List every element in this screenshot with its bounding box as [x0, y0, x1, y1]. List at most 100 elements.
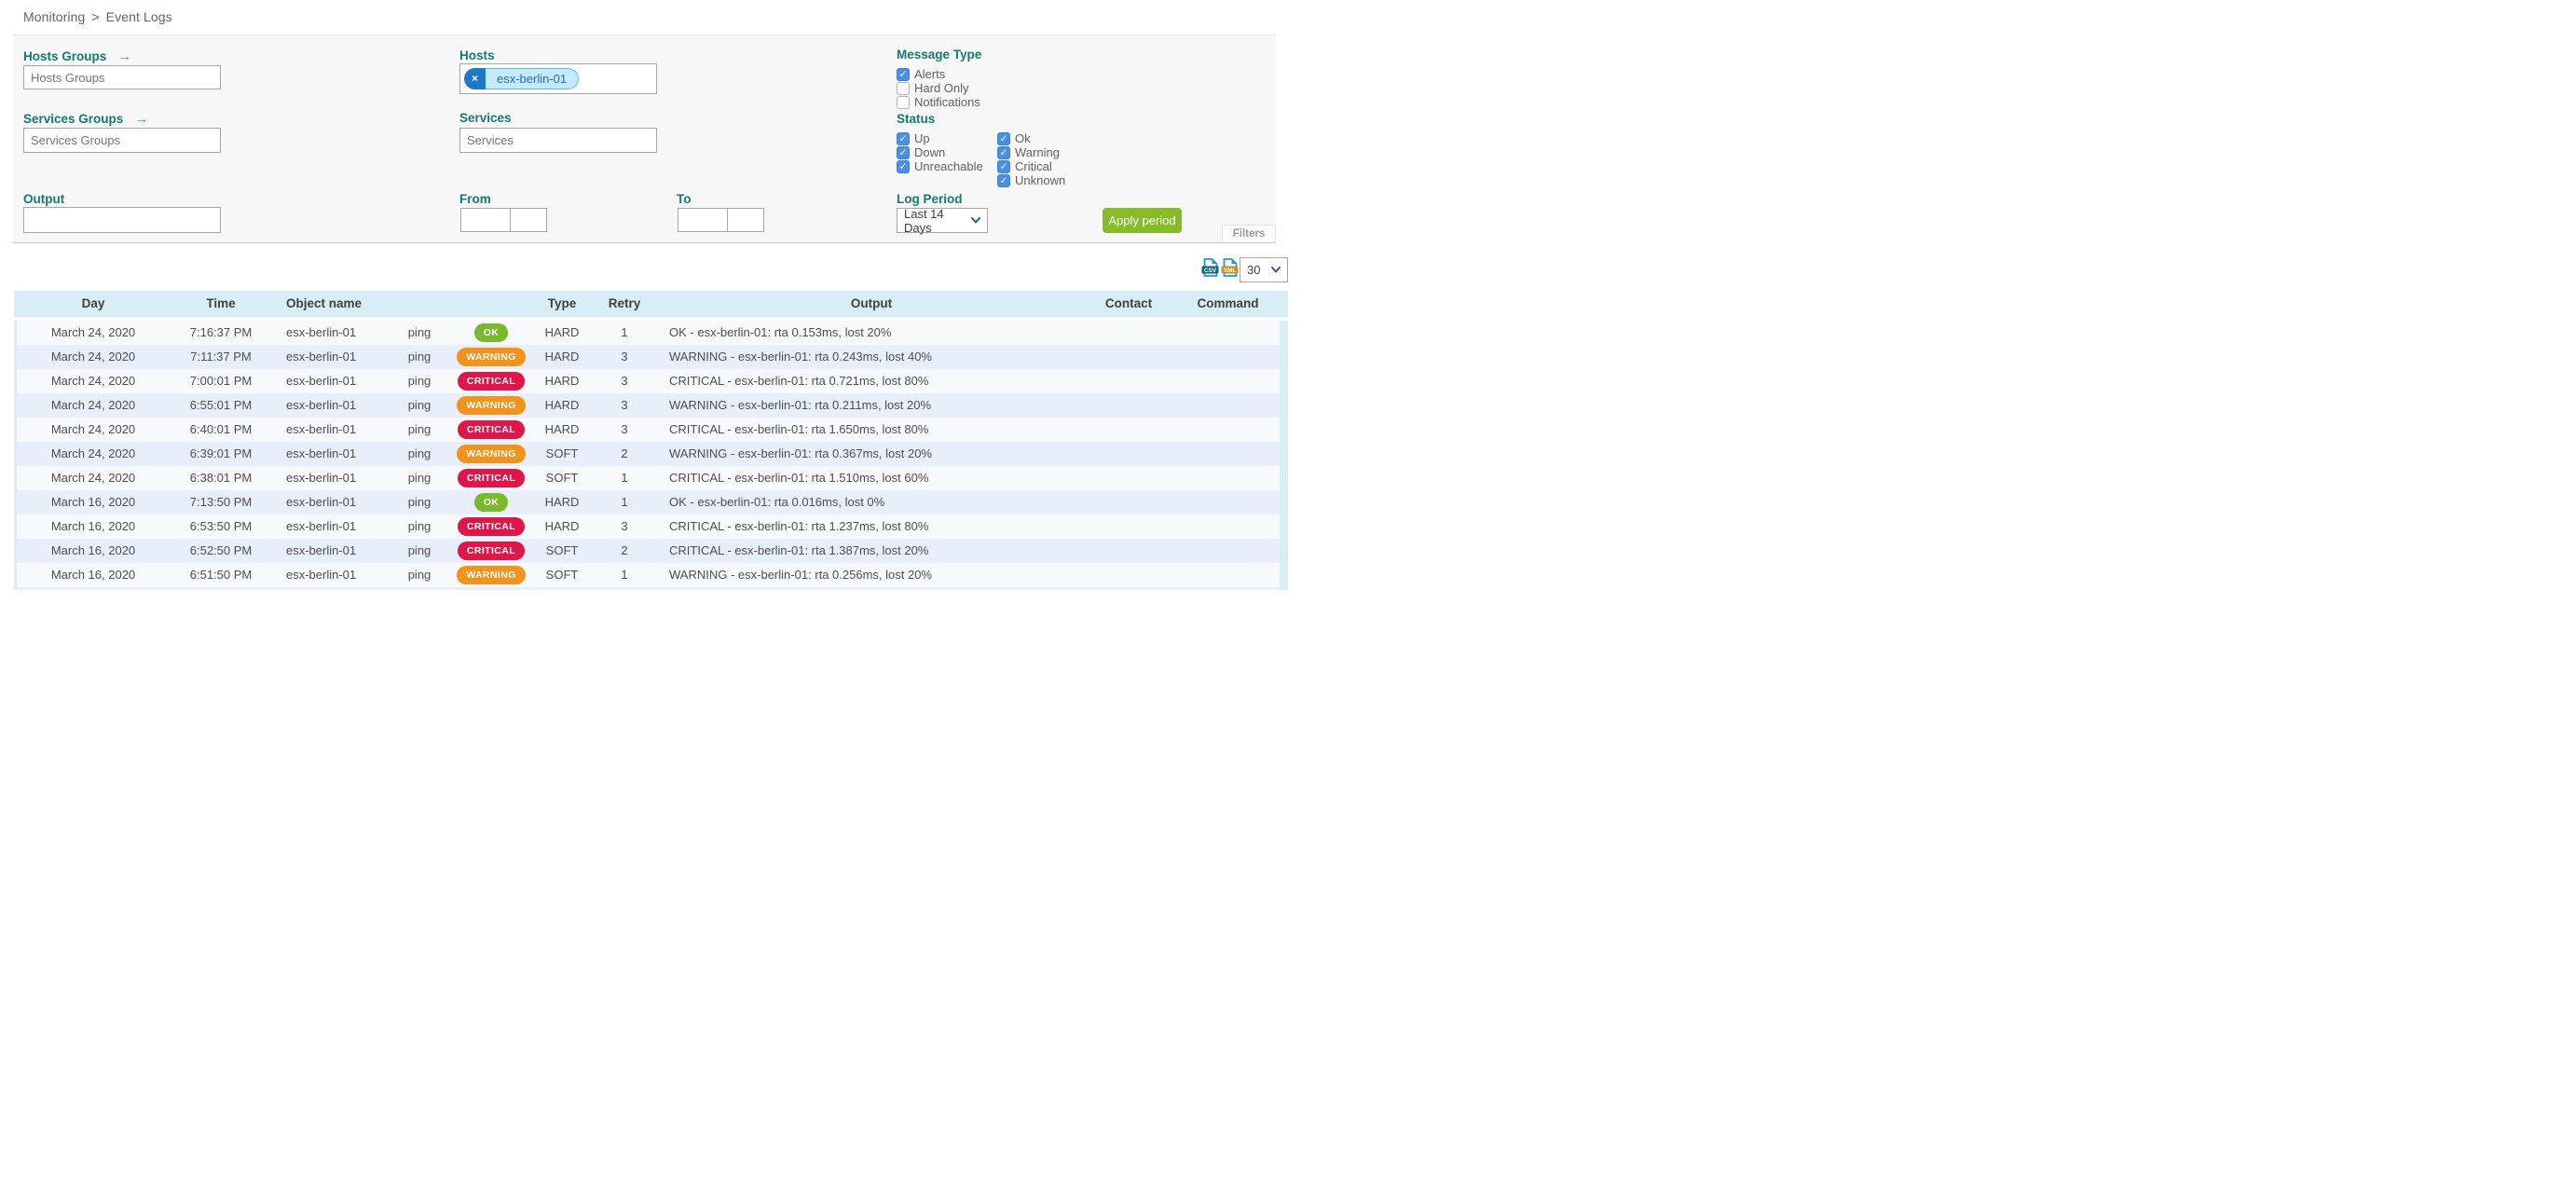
cell-contact — [1081, 418, 1176, 442]
cell-output: CRITICAL - esx-berlin-01: rta 1.650ms, l… — [669, 422, 929, 436]
breadcrumb-separator: > — [91, 9, 100, 24]
cell-contact — [1081, 345, 1176, 369]
breadcrumb-monitoring[interactable]: Monitoring — [23, 9, 86, 24]
cell-time: 6:40:01 PM — [189, 422, 253, 436]
cell-retry: 3 — [621, 519, 628, 533]
cell-time: 7:16:37 PM — [189, 325, 253, 339]
message-type-label: Message Type — [897, 48, 982, 62]
cell-state-type: HARD — [544, 398, 580, 412]
cell-command — [1176, 466, 1280, 490]
checkbox-hard-only[interactable] — [897, 81, 910, 95]
cell-day: March 16, 2020 — [50, 568, 136, 582]
table-row: March 24, 2020 7:00:01 PM esx-berlin-01 pin… — [17, 369, 1280, 393]
cell-service: ping — [407, 398, 432, 412]
cell-output: CRITICAL - esx-berlin-01: rta 0.721ms, l… — [669, 374, 929, 388]
cell-object: esx-berlin-01 — [286, 495, 357, 509]
cell-retry: 1 — [621, 568, 628, 582]
checkbox-label: Unreachable — [914, 159, 983, 173]
cell-command — [1176, 369, 1280, 393]
checkbox-up[interactable]: ✓ — [897, 131, 910, 145]
cell-status: WARNING — [445, 563, 537, 587]
services-label: Services — [459, 111, 512, 125]
cell-service: ping — [407, 471, 432, 485]
table-row: March 24, 2020 7:16:37 PM esx-berlin-01 pin… — [17, 321, 1280, 345]
checkbox-ok[interactable]: ✓ — [997, 131, 1010, 145]
status-badge: CRITICAL — [457, 517, 526, 536]
checkbox-critical[interactable]: ✓ — [997, 159, 1010, 173]
hosts-groups-input[interactable] — [23, 65, 221, 89]
cell-object: esx-berlin-01 — [286, 398, 357, 412]
checkbox-row-hard-only: Hard Only — [897, 81, 980, 95]
from-date-input[interactable] — [460, 208, 511, 232]
checkbox-label: Down — [914, 145, 946, 159]
checkbox-row-unknown: ✓ Unknown — [997, 173, 1065, 187]
checkbox-unreachable[interactable]: ✓ — [897, 159, 910, 173]
checkbox-label: Ok — [1015, 131, 1031, 145]
table-row: March 16, 2020 6:51:50 PM esx-berlin-01 pin… — [17, 563, 1280, 587]
cell-output: WARNING - esx-berlin-01: rta 0.367ms, lo… — [669, 446, 932, 460]
cell-state-type: SOFT — [545, 568, 579, 582]
cell-service: ping — [407, 422, 432, 436]
column-header-blank-3 — [393, 291, 445, 317]
cell-status: CRITICAL — [445, 418, 537, 442]
table-row: March 24, 2020 6:39:01 PM esx-berlin-01 pin… — [17, 442, 1280, 466]
checkbox-row-unreachable: ✓ Unreachable — [897, 159, 983, 173]
cell-service: ping — [407, 325, 432, 339]
table-row: March 16, 2020 7:13:50 PM esx-berlin-01 pin… — [17, 490, 1280, 515]
cell-time: 6:53:50 PM — [189, 519, 253, 533]
cell-service: ping — [407, 519, 432, 533]
column-header-blank-4 — [445, 291, 537, 317]
column-header-time: Time — [206, 296, 236, 310]
status-badge: CRITICAL — [457, 372, 526, 391]
page-size-select[interactable]: 30 — [1240, 257, 1288, 282]
services-groups-goto-arrow-icon[interactable]: → — [134, 111, 149, 127]
chip-label: esx-berlin-01 — [486, 68, 580, 89]
status-badge: CRITICAL — [457, 469, 526, 487]
hosts-input[interactable]: × esx-berlin-01 — [459, 63, 657, 94]
status-badge: OK — [473, 323, 509, 342]
cell-service: ping — [407, 568, 432, 582]
cell-time: 6:51:50 PM — [189, 568, 253, 582]
chip-remove-icon[interactable]: × — [464, 68, 486, 89]
cell-time: 6:52:50 PM — [189, 543, 253, 557]
services-groups-input[interactable] — [23, 128, 221, 153]
cell-time: 7:00:01 PM — [189, 374, 253, 388]
cell-output: WARNING - esx-berlin-01: rta 0.256ms, lo… — [669, 568, 932, 582]
checkbox-alerts[interactable]: ✓ — [897, 67, 910, 81]
from-time-input[interactable] — [510, 208, 547, 232]
cell-status: CRITICAL — [445, 515, 537, 539]
checkbox-notifications[interactable] — [897, 95, 910, 109]
column-header-type: Type — [547, 296, 577, 310]
table-body: March 24, 2020 7:16:37 PM esx-berlin-01 pin… — [14, 321, 1288, 590]
cell-state-type: HARD — [544, 350, 580, 364]
hosts-label: Hosts — [459, 48, 495, 62]
export-xml-icon[interactable]: XML — [1221, 258, 1239, 281]
cell-retry: 1 — [621, 495, 628, 509]
hosts-groups-goto-arrow-icon[interactable]: → — [117, 48, 132, 64]
cell-status: WARNING — [445, 442, 537, 466]
cell-command — [1176, 442, 1280, 466]
cell-service: ping — [407, 543, 432, 557]
cell-retry: 2 — [621, 446, 628, 460]
checkbox-down[interactable]: ✓ — [897, 145, 910, 159]
log-period-select[interactable]: Last 14 Days — [897, 207, 988, 235]
cell-output: OK - esx-berlin-01: rta 0.016ms, lost 0% — [669, 495, 885, 509]
checkbox-warning[interactable]: ✓ — [997, 145, 1010, 159]
apply-period-button[interactable]: Apply period — [1103, 208, 1182, 233]
output-input[interactable] — [23, 207, 221, 233]
table-row: March 24, 2020 6:38:01 PM esx-berlin-01 pin… — [17, 466, 1280, 490]
filters-tab[interactable]: Filters — [1222, 225, 1276, 242]
cell-status: OK — [445, 321, 537, 345]
export-csv-icon[interactable]: CSV — [1201, 258, 1219, 281]
checkbox-label: Warning — [1015, 145, 1060, 159]
services-input[interactable] — [459, 128, 657, 153]
cell-service: ping — [407, 374, 432, 388]
to-time-input[interactable] — [727, 208, 764, 232]
checkbox-unknown[interactable]: ✓ — [997, 173, 1010, 187]
cell-service: ping — [407, 495, 432, 509]
checkbox-row-critical: ✓ Critical — [997, 159, 1065, 173]
to-date-input[interactable] — [678, 208, 728, 232]
cell-output: WARNING - esx-berlin-01: rta 0.243ms, lo… — [669, 350, 932, 364]
cell-retry: 1 — [621, 325, 628, 339]
cell-command — [1176, 490, 1280, 515]
